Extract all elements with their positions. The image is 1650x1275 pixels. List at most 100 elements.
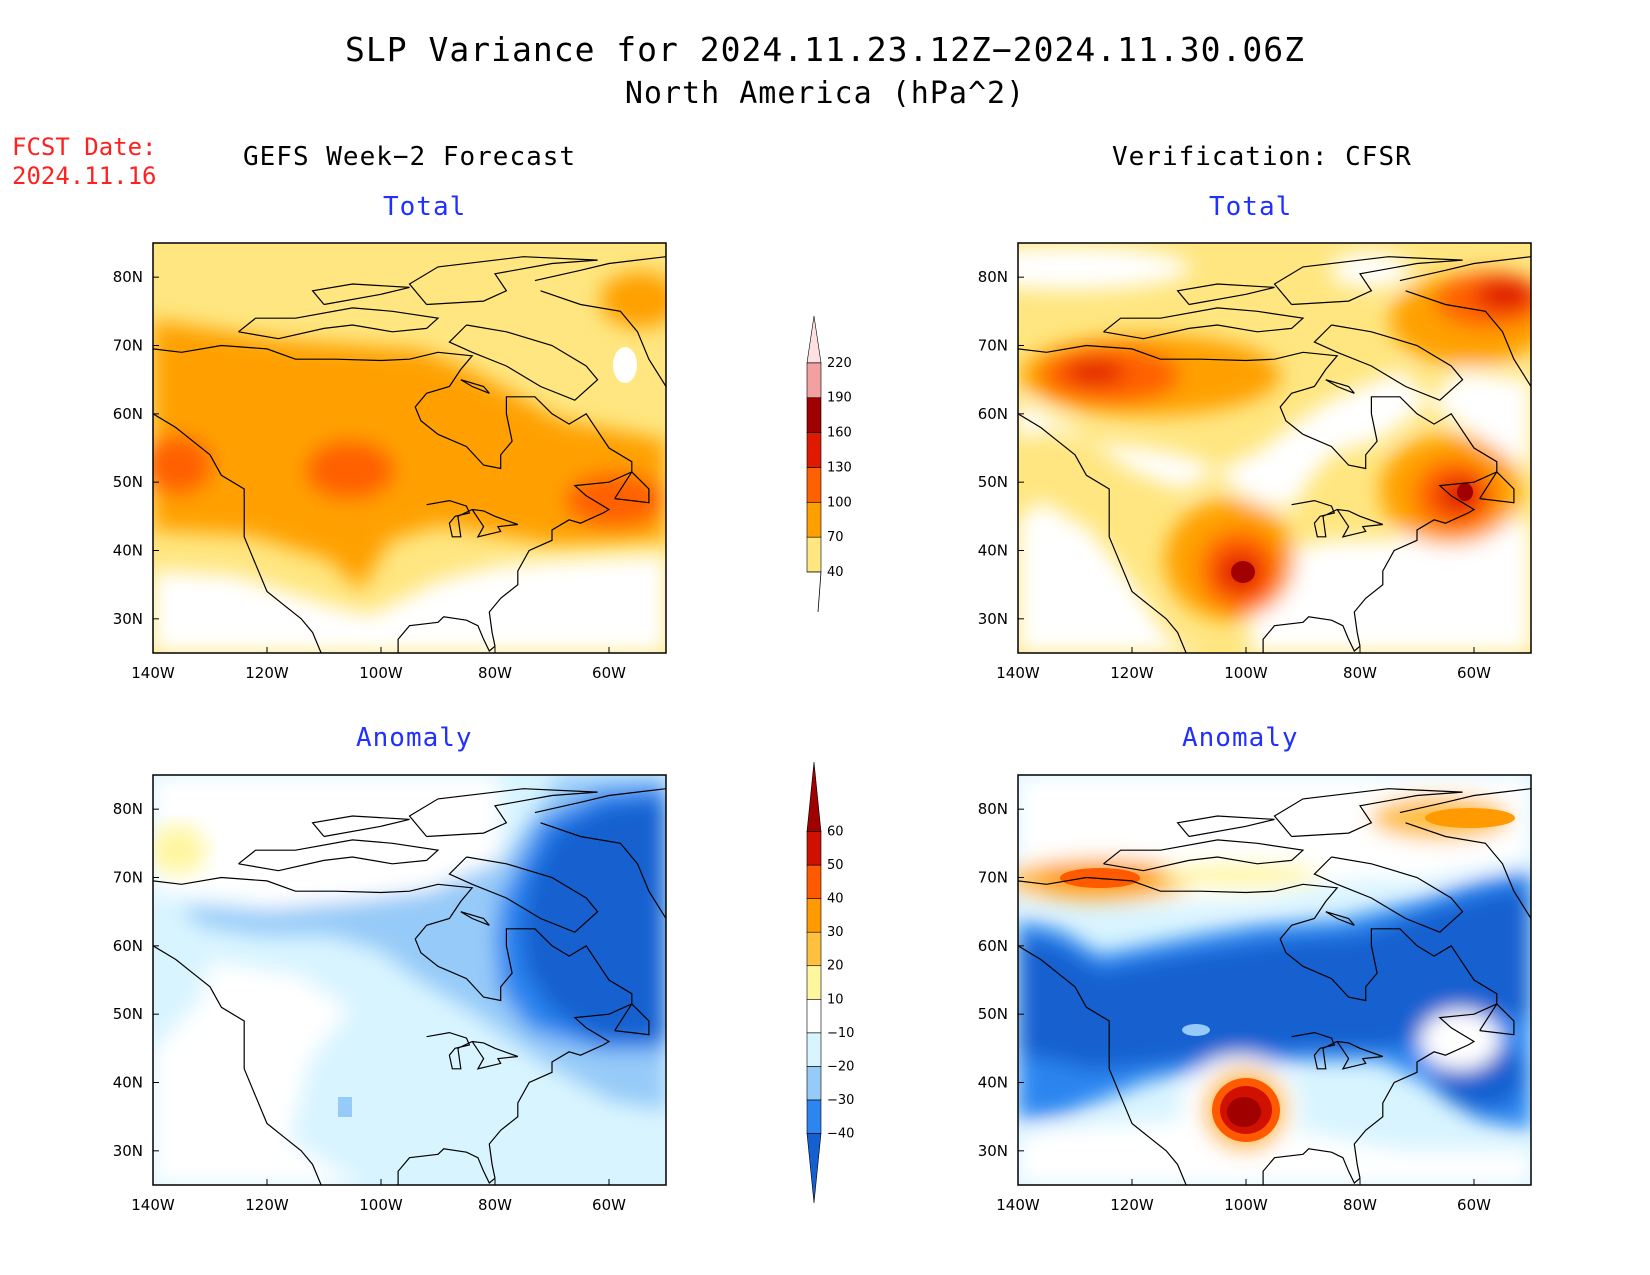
colorbar-level-label: 190 — [827, 391, 852, 406]
colorbar-lower-triangle — [807, 571, 822, 613]
lat-tick-label: 50N — [978, 473, 1008, 491]
lat-tick-label: 60N — [113, 937, 143, 955]
coastline — [1479, 470, 1515, 504]
lat-tick-label: 30N — [113, 1142, 143, 1160]
lat-tick-label: 70N — [113, 869, 143, 887]
colorbar-level-label: 10 — [827, 992, 844, 1007]
lat-tick-label: 50N — [113, 473, 143, 491]
colorbar-swatch — [806, 501, 822, 538]
colorbar-swatch — [806, 998, 822, 1034]
total-colorbar: 40 70 100 130 160 190 220 — [806, 315, 852, 613]
colorbar-swatch — [806, 831, 822, 866]
colorbar-swatch — [806, 467, 822, 503]
panel-subtitle-gefs-anomaly: Anomaly — [356, 723, 473, 753]
colorbar-level-label: 20 — [827, 959, 844, 974]
colorbar-swatch — [806, 536, 822, 573]
colorbar-level-label: 70 — [827, 530, 844, 545]
lat-tick-label: 30N — [113, 610, 143, 628]
coastline — [1291, 499, 1384, 538]
lon-tick-label: 60W — [1457, 1196, 1491, 1214]
lon-tick-label: 60W — [1457, 664, 1491, 682]
colorbar-swatch — [806, 864, 822, 899]
colorbar-level-label: 60 — [827, 825, 844, 840]
lat-tick-label: 60N — [978, 405, 1008, 423]
colorbar-swatch — [806, 965, 822, 1000]
colorbar-level-label: −40 — [827, 1126, 854, 1141]
lon-tick-label: 120W — [245, 1196, 289, 1214]
coastline — [1018, 413, 1187, 653]
colorbar-swatch — [806, 1133, 822, 1204]
lon-tick-label: 80W — [1343, 1196, 1377, 1214]
colorbar-swatch — [806, 432, 822, 468]
coastline — [1405, 822, 1531, 920]
lat-tick-label: 80N — [113, 800, 143, 818]
map-panel-cfsr-total — [1017, 242, 1532, 654]
lon-tick-label: 100W — [359, 1196, 403, 1214]
colorbar-swatch — [806, 1099, 822, 1134]
lat-tick-label: 80N — [978, 268, 1008, 286]
coastline — [311, 283, 410, 306]
lat-tick-label: 40N — [978, 1074, 1008, 1092]
coastline — [614, 1002, 650, 1036]
lat-tick-label: 30N — [978, 610, 1008, 628]
lon-tick-label: 80W — [478, 664, 512, 682]
coastline — [448, 324, 599, 401]
panel-subtitle-cfsr-anomaly: Anomaly — [1182, 723, 1299, 753]
coastline — [153, 344, 633, 653]
lon-tick-label: 140W — [996, 664, 1040, 682]
coastline — [1273, 788, 1463, 838]
lon-tick-label: 140W — [131, 664, 175, 682]
coastline — [1313, 324, 1464, 401]
lon-tick-label: 140W — [131, 1196, 175, 1214]
colorbar-swatch — [806, 315, 822, 364]
right-column-title: Verification: CFSR — [1112, 142, 1412, 172]
coastline — [1176, 815, 1275, 838]
lat-tick-label: 80N — [113, 268, 143, 286]
lon-tick-label: 80W — [1343, 664, 1377, 682]
colorbar-swatch — [806, 898, 822, 933]
lat-tick-label: 70N — [978, 869, 1008, 887]
coastline — [534, 256, 666, 282]
lon-tick-label: 80W — [478, 1196, 512, 1214]
coastline — [1273, 256, 1463, 306]
map-panel-gefs-total — [152, 242, 667, 654]
lon-tick-label: 120W — [1110, 664, 1154, 682]
coastline — [1176, 283, 1275, 306]
coastline — [540, 290, 666, 388]
lon-tick-label: 120W — [245, 664, 289, 682]
lon-tick-label: 100W — [1224, 1196, 1268, 1214]
colorbar-level-label: 40 — [827, 565, 844, 580]
coastline — [460, 911, 490, 926]
lon-tick-label: 120W — [1110, 1196, 1154, 1214]
coastline — [1103, 839, 1305, 872]
coastline — [1018, 945, 1187, 1185]
colorbar-level-label: 40 — [827, 892, 844, 907]
lon-tick-label: 140W — [996, 1196, 1040, 1214]
colorbar-swatch — [806, 1032, 822, 1067]
lat-tick-label: 40N — [113, 1074, 143, 1092]
left-column-title: GEFS Week−2 Forecast — [243, 142, 577, 172]
coastline — [238, 307, 440, 340]
colorbar-swatch — [806, 931, 822, 967]
coastline — [1399, 788, 1531, 814]
colorbar-level-label: 50 — [827, 858, 844, 873]
coastline — [408, 788, 598, 838]
lon-tick-label: 100W — [1224, 664, 1268, 682]
lat-tick-label: 50N — [978, 1005, 1008, 1023]
lat-tick-label: 70N — [978, 337, 1008, 355]
lon-tick-label: 60W — [592, 1196, 626, 1214]
figure-title: SLP Variance for 2024.11.23.12Z−2024.11.… — [345, 30, 1305, 69]
colorbar-level-label: 160 — [827, 426, 852, 441]
map-panel-cfsr-anomaly — [1017, 774, 1532, 1186]
map-axes: 140W 120W 100W 80W 60W 30N 40N 50N 60N 70N 80N 140W… — [113, 268, 1491, 1214]
coastline — [1018, 876, 1498, 1185]
coastline — [408, 256, 598, 306]
lat-tick-label: 30N — [978, 1142, 1008, 1160]
colorbar-level-label: 100 — [827, 495, 852, 510]
lat-tick-label: 80N — [978, 800, 1008, 818]
coastline — [153, 876, 633, 1185]
coastline — [1018, 344, 1498, 653]
lon-tick-label: 60W — [592, 664, 626, 682]
coastline — [534, 788, 666, 814]
